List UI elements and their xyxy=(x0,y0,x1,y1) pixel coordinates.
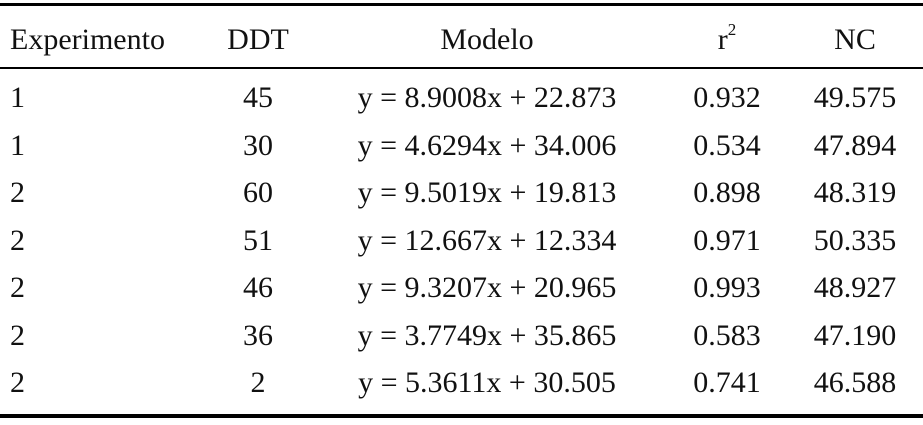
table-cell: y = 4.6294x + 34.006 xyxy=(357,128,617,162)
bottom-rule xyxy=(0,414,923,418)
table-cell: 47.190 xyxy=(813,318,897,352)
table-cell: y = 5.3611x + 30.505 xyxy=(358,366,616,399)
header-cell: NC xyxy=(834,23,876,56)
header-text: r xyxy=(717,23,728,56)
header-cell: Experimento xyxy=(10,23,165,56)
table-cell: 2 xyxy=(10,223,25,257)
table-cell: 2 xyxy=(10,318,25,352)
table-cell: 45 xyxy=(243,81,273,114)
table-cell: 46.588 xyxy=(813,366,897,399)
table-cell: 0.993 xyxy=(693,271,761,304)
table-cell: 1 xyxy=(10,128,25,162)
table-cell: y = 8.9008x + 22.873 xyxy=(357,81,617,114)
table-cell: 0.583 xyxy=(693,318,761,352)
table-cell: 51 xyxy=(243,223,273,257)
table-cell: 0.741 xyxy=(693,366,761,399)
table-cell: 60 xyxy=(243,176,273,209)
table-cell: 0.971 xyxy=(693,223,761,257)
table-cell: y = 9.3207x + 20.965 xyxy=(357,271,617,304)
table-cell: 0.534 xyxy=(693,128,761,162)
header-superscript: 2 xyxy=(727,20,737,39)
table-cell: 49.575 xyxy=(813,81,897,114)
table-cell: 48.927 xyxy=(813,271,897,304)
table-cell: 30 xyxy=(243,128,273,162)
table-cell: 2 xyxy=(10,271,25,304)
header-rule xyxy=(0,67,923,69)
table-cell: y = 9.5019x + 19.813 xyxy=(357,176,617,209)
table-cell: 2 xyxy=(10,366,25,399)
table-cell: 36 xyxy=(243,318,273,352)
header-cell: DDT xyxy=(227,23,289,56)
header-cell: r2 xyxy=(670,20,784,60)
table-cell: 46 xyxy=(243,271,273,304)
header-cell: Modelo xyxy=(440,23,534,56)
table-cell: 2 xyxy=(250,366,266,399)
top-rule xyxy=(0,3,923,6)
table-cell: 50.335 xyxy=(813,223,897,257)
table-cell: 0.898 xyxy=(693,176,761,209)
table-cell: 1 xyxy=(10,81,25,114)
table-cell: 2 xyxy=(10,176,25,209)
table-cell: 47.894 xyxy=(813,128,897,162)
table-cell: y = 3.7749x + 35.865 xyxy=(357,318,617,352)
table-cell: y = 12.667x + 12.334 xyxy=(357,223,617,257)
table-cell: 48.319 xyxy=(813,176,897,209)
table-cell: 0.932 xyxy=(693,81,761,114)
